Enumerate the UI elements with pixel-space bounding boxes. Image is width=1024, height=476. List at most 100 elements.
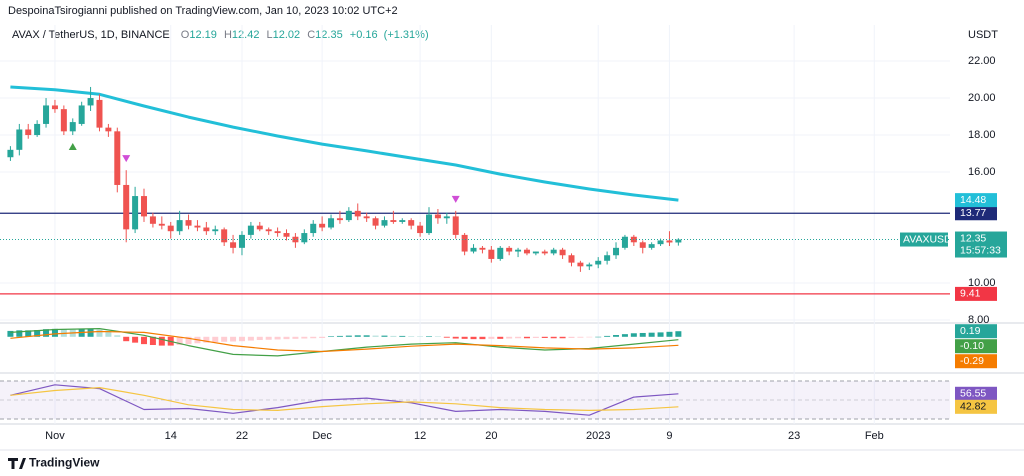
macd-bar	[256, 336, 263, 341]
macd-bar	[443, 336, 450, 338]
candle-body	[176, 220, 183, 232]
macd-bar	[586, 336, 593, 338]
macd-tag-label: -0.29	[960, 355, 984, 367]
candle-body	[185, 220, 192, 226]
rsi-tag	[955, 386, 997, 401]
level-tag-label: 9.41	[960, 288, 981, 300]
macd-bar	[408, 336, 415, 337]
macd-bar	[149, 336, 156, 346]
candle-body	[550, 249, 557, 254]
sell-signal	[122, 155, 131, 163]
macd-bar	[283, 336, 290, 340]
rsi-tag-label: 42.82	[960, 401, 986, 413]
candle-body	[212, 229, 219, 232]
macd-bar	[488, 336, 495, 339]
x-tick-label: 23	[788, 430, 800, 442]
candle-body	[488, 249, 495, 259]
candle-body	[515, 249, 522, 252]
candle-body	[479, 247, 486, 250]
candle-body	[390, 220, 397, 222]
macd-bar	[105, 330, 112, 337]
macd-bar	[613, 335, 620, 337]
macd-bar	[96, 329, 103, 337]
candle-body	[328, 218, 335, 228]
o-value: 12.19	[189, 29, 217, 41]
candle-body	[301, 233, 308, 243]
macd-bar	[523, 336, 530, 339]
candle-body	[417, 225, 424, 234]
macd-tag-label: -0.10	[960, 340, 984, 352]
l-value: 12.02	[273, 29, 301, 41]
l-label: L	[267, 29, 273, 41]
macd-bar	[630, 333, 637, 337]
macd-bar	[176, 336, 183, 346]
candle-body	[381, 220, 388, 226]
candle-body	[577, 262, 584, 267]
candle-body	[25, 129, 32, 136]
macd-bar	[399, 335, 406, 337]
macd-bar	[345, 335, 352, 337]
macd-bar	[230, 336, 237, 342]
candle-body	[78, 105, 85, 124]
macd-tag	[955, 354, 997, 369]
candle-body	[203, 227, 210, 232]
macd-bar	[221, 336, 228, 342]
candle-body	[595, 260, 602, 265]
macd-tag	[955, 339, 997, 354]
macd-bar	[25, 330, 32, 337]
o-label: O	[181, 29, 190, 41]
macd-bar	[78, 329, 85, 337]
macd-bar	[132, 336, 139, 343]
candle-body	[586, 264, 593, 267]
candle-body	[274, 231, 281, 234]
h-value: 12.42	[232, 29, 260, 41]
plot-layer	[0, 25, 950, 424]
candle-body	[345, 210, 352, 221]
macd-bar	[34, 330, 41, 337]
candle-body	[639, 242, 646, 248]
candle-body	[238, 234, 245, 248]
candle-body	[470, 247, 477, 252]
ma-tag-label: 14.48	[960, 194, 986, 206]
macd-bar	[301, 336, 308, 339]
macd-bar	[203, 336, 210, 343]
macd-bar	[666, 331, 673, 337]
candle-body	[559, 249, 566, 256]
candle-body	[247, 225, 254, 235]
macd-bar	[568, 336, 575, 338]
candle-body	[87, 98, 94, 106]
x-tick-label: 22	[236, 430, 248, 442]
candle-body	[132, 196, 139, 230]
candle-body	[541, 251, 548, 254]
candle-body	[434, 214, 441, 219]
candle-body	[283, 233, 290, 237]
x-tick-label: 12	[414, 430, 426, 442]
candle-body	[461, 234, 468, 252]
brand: TradingView	[29, 456, 100, 470]
macd-bar	[381, 335, 388, 337]
x-tick-label: 20	[485, 430, 497, 442]
macd-bar	[541, 336, 548, 338]
macd-bar	[141, 336, 148, 345]
macd-bar	[550, 336, 557, 339]
candle-body	[194, 225, 201, 228]
candle-body	[292, 236, 299, 243]
c-value: 12.35	[315, 29, 343, 41]
macd-bar	[354, 335, 361, 337]
macd-bar	[372, 335, 379, 337]
macd-bar	[506, 336, 513, 339]
buy-signal	[68, 143, 77, 151]
y-tick-label: 16.00	[968, 166, 996, 178]
candle-body	[221, 229, 228, 243]
symbol-tag	[900, 232, 948, 247]
price-tag	[955, 231, 1007, 258]
candle-body	[666, 240, 673, 243]
candle-body	[621, 236, 628, 248]
x-tick-label: 2023	[586, 430, 610, 442]
macd-bar	[310, 336, 317, 339]
logo-mark	[8, 458, 26, 469]
macd-bar	[212, 336, 219, 343]
candle-body	[123, 184, 130, 230]
macd-tag	[955, 324, 997, 339]
